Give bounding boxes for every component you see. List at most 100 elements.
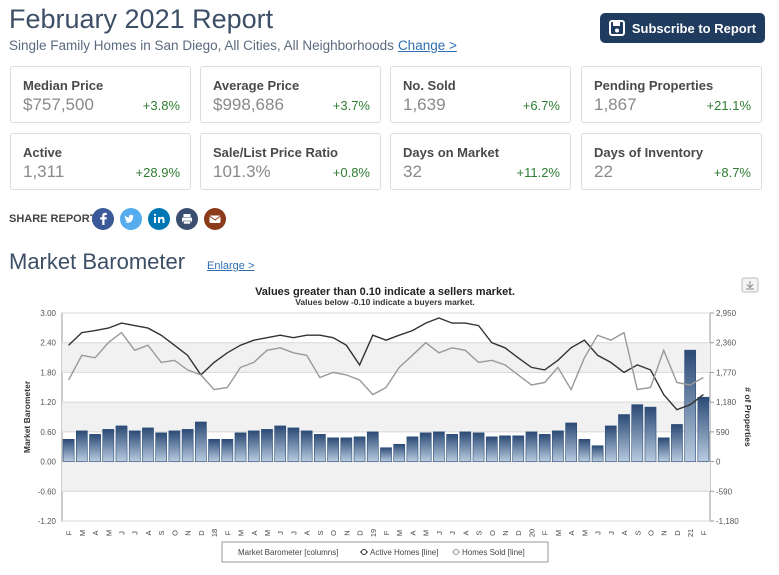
subscribe-button[interactable]: Subscribe to Report: [600, 13, 765, 43]
x-tick-label: 20: [527, 529, 536, 537]
print[interactable]: [176, 208, 198, 230]
x-tick-label: J: [435, 531, 444, 535]
y2-axis-title: # of Properties: [743, 387, 753, 447]
stat-change: +3.8%: [142, 98, 180, 113]
stat-value: 22: [594, 162, 613, 181]
x-tick-label: J: [289, 531, 298, 535]
section-title: Market Barometer: [9, 249, 186, 274]
stat-value: $998,686: [213, 95, 284, 114]
x-tick-label: M: [237, 530, 246, 536]
legend-label: Market Barometer [columns]: [238, 548, 338, 557]
y2-tick-label: -590: [716, 487, 733, 496]
y2-tick-label: 0: [716, 458, 721, 467]
change-link[interactable]: Change >: [397, 38, 457, 53]
bar: [195, 421, 207, 462]
y-tick-label: 3.00: [40, 309, 56, 318]
bar: [578, 438, 591, 462]
legend-marker: [361, 549, 367, 555]
bar: [287, 427, 300, 462]
stat-card: No. Sold 1,639 +6.7%: [390, 66, 571, 123]
stat-value: 1,639: [403, 95, 446, 114]
bar: [433, 431, 445, 462]
y2-tick-label: -1,180: [716, 517, 739, 526]
bar: [459, 431, 472, 462]
chart: Values greater than 0.10 indicate a sell…: [22, 277, 759, 563]
x-tick-label: M: [104, 530, 113, 536]
bar: [631, 404, 644, 462]
bar: [115, 425, 128, 462]
x-tick-label: S: [633, 530, 642, 535]
y-axis-title: Market Barometer: [22, 380, 32, 453]
stat-label: Pending Properties: [594, 78, 714, 93]
bar: [340, 437, 353, 462]
twitter[interactable]: [120, 208, 142, 230]
x-tick-label: F: [65, 530, 74, 535]
bar: [142, 427, 154, 462]
bar: [208, 438, 220, 462]
bar: [697, 396, 710, 462]
bar: [406, 436, 419, 462]
y-tick-label: 1.80: [40, 368, 56, 377]
x-tick-label: D: [197, 530, 206, 536]
x-tick-label: F: [541, 530, 550, 535]
bar: [89, 434, 101, 462]
save-icon: [608, 20, 625, 36]
x-tick-label: N: [501, 530, 510, 535]
report-title: February 2021 Report: [9, 4, 274, 34]
bar: [565, 422, 577, 462]
bar: [591, 445, 604, 462]
bar: [380, 447, 392, 462]
bar: [314, 434, 326, 462]
x-tick-label: D: [673, 530, 682, 536]
x-tick-label: A: [461, 530, 470, 535]
bar: [181, 429, 194, 462]
subtitle-text: Single Family Homes in San Diego, All Ci…: [9, 38, 394, 53]
y-tick-label: 0.60: [40, 428, 56, 437]
subscribe-label: Subscribe to Report: [631, 20, 757, 36]
x-tick-label: A: [250, 530, 259, 535]
y-tick-label: -0.60: [38, 487, 57, 496]
stat-change: +3.7%: [332, 98, 370, 113]
legend-label: Active Homes [line]: [370, 548, 438, 557]
bar: [366, 431, 379, 462]
bar: [485, 436, 498, 462]
bar: [75, 430, 88, 462]
legend-label: Homes Sold [line]: [462, 548, 525, 557]
stat-label: Median Price: [23, 78, 104, 93]
plot-band: [62, 402, 710, 432]
stat-change: +8.7%: [713, 165, 751, 180]
bar: [552, 430, 564, 462]
x-tick-label: D: [514, 530, 523, 536]
plot-band: [62, 342, 710, 373]
x-tick-label: N: [342, 530, 351, 535]
bar: [274, 425, 287, 462]
share-icons: [92, 208, 226, 230]
report-subtitle: Single Family Homes in San Diego, All Ci…: [9, 38, 457, 53]
y-tick-label: 0.00: [40, 458, 56, 467]
enlarge-link[interactable]: Enlarge >: [207, 260, 255, 272]
email[interactable]: [204, 208, 226, 230]
stat-card: Active 1,311 +28.9%: [10, 133, 191, 190]
stat-card: Days of Inventory 22 +8.7%: [581, 133, 762, 190]
stat-value: $757,500: [23, 95, 94, 114]
y2-tick-label: 1,770: [716, 368, 737, 377]
bar: [128, 430, 141, 462]
x-tick-label: J: [276, 531, 285, 535]
x-tick-label: M: [78, 530, 87, 536]
bar: [538, 434, 551, 462]
download-icon[interactable]: [741, 277, 759, 293]
x-tick-label: S: [475, 530, 484, 535]
bar: [102, 429, 115, 462]
x-tick-label: O: [488, 530, 497, 536]
bar: [221, 438, 234, 462]
stat-label: Days of Inventory: [594, 145, 704, 160]
bar: [155, 432, 168, 462]
x-tick-label: O: [646, 530, 655, 536]
linkedin[interactable]: [148, 208, 170, 230]
legend-marker: [453, 549, 459, 555]
chart-subtitle: Values below -0.10 indicate a buyers mar…: [295, 297, 475, 307]
bar: [419, 432, 432, 462]
stat-value: 32: [403, 162, 422, 181]
x-tick-label: O: [329, 530, 338, 536]
facebook[interactable]: [92, 208, 114, 230]
